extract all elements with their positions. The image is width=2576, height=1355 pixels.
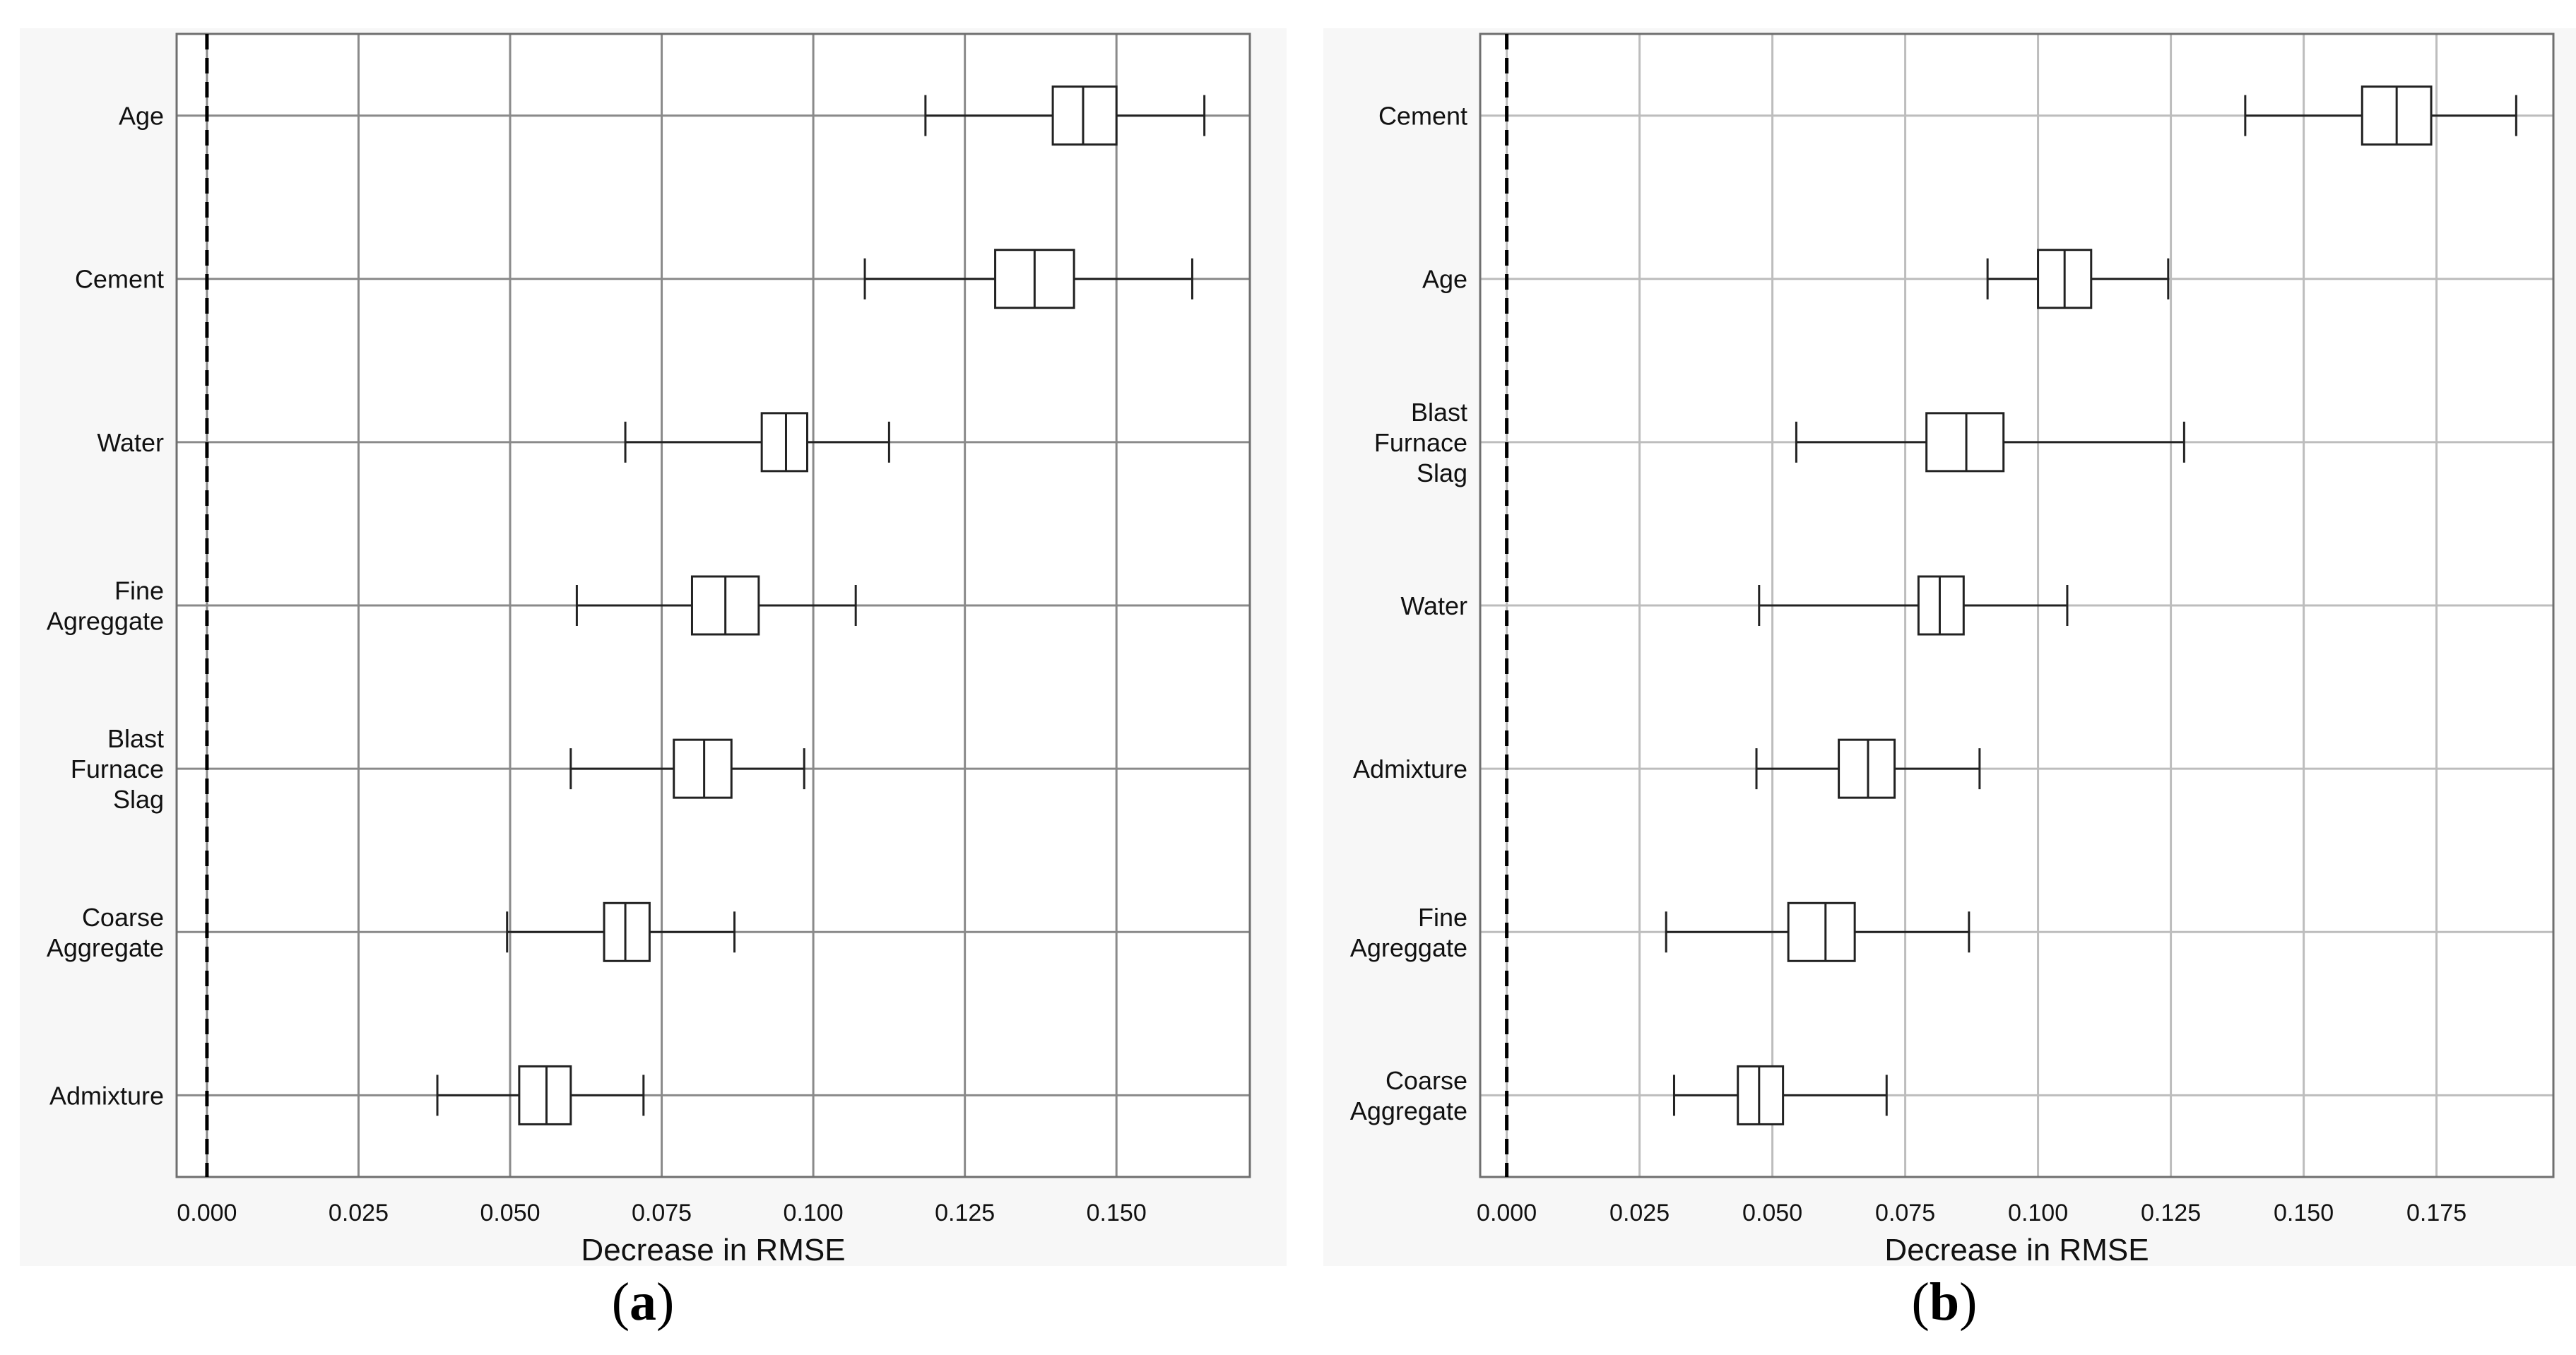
y-tick-label-line: Slag [1417,458,1467,487]
x-tick-label: 0.075 [1875,1200,1935,1226]
y-tick-label-line: Aggregate [47,933,164,962]
box-age [1986,249,2170,309]
iqr-box [673,738,733,799]
iqr-box [1917,575,1965,636]
box-coarse-aggregate [506,901,736,962]
caption-a: (a) [611,1272,675,1332]
box-cement [2244,85,2517,146]
x-tick-label: 0.125 [2141,1200,2201,1226]
y-tick-label-line: Blast [1411,398,1467,427]
x-tick-label: 0.175 [2406,1200,2466,1226]
box-blast-furnace-slag [1795,412,2185,473]
iqr-box [1787,901,1856,962]
y-tick-label-line: Admixture [1353,755,1467,783]
box-water [1758,575,2069,636]
box-fine-agreggate [575,575,857,636]
y-tick-label-line: Furnace [1374,428,1467,457]
y-tick-label: Cement [75,265,164,294]
y-tick-label: Blast Furnace Slag [1374,398,1467,487]
iqr-box [603,901,651,962]
y-tick-label: Water [1400,591,1467,620]
x-tick-label: 0.000 [1477,1200,1537,1226]
x-axis-label: Decrease in RMSE [581,1233,845,1266]
x-tick-label: 0.075 [632,1200,692,1226]
y-tick-label: Admixture [1353,755,1467,783]
y-tick-label-line: Water [1400,591,1467,620]
y-tick-label: Fine Agreggate [47,576,164,636]
caption-b: (b) [1911,1272,1978,1332]
x-axis-label: Decrease in RMSE [1884,1233,2149,1266]
box-plot-b: Cement Age Blast Furnace Slag Water Admixture F… [1350,32,2555,1266]
y-tick-label-line: Admixture [49,1081,164,1110]
caption-b-letter: b [1929,1272,1960,1332]
iqr-box [518,1065,572,1125]
box-fine-agreggate [1665,901,1971,962]
y-tick-label-line: Fine [1418,903,1467,932]
box-cement [863,249,1193,309]
y-tick-label: Coarse Aggregate [47,903,164,962]
y-tick-label-line: Fine [114,576,164,605]
x-tick-label: 0.050 [480,1200,540,1226]
iqr-box [1838,738,1896,799]
chart-panel-a: Age Cement Water Fine Agreggate Blast Furnace S… [20,28,1287,1266]
x-tick-label: 0.150 [2274,1200,2334,1226]
x-tick-label: 0.150 [1087,1200,1147,1226]
x-tick-label: 0.125 [935,1200,995,1226]
y-tick-label: Admixture [49,1081,164,1110]
iqr-box [1737,1065,1785,1125]
x-tick-label: 0.025 [329,1200,389,1226]
y-tick-label: Age [119,102,164,131]
box-age [924,85,1206,146]
y-tick-label: Coarse Aggregate [1350,1066,1467,1125]
iqr-box [1925,412,2005,473]
x-tick-label: 0.025 [1609,1200,1670,1226]
y-tick-label-line: Aggregate [1350,1096,1467,1125]
plot-frame [175,32,1251,1178]
x-tick-label: 0.050 [1742,1200,1802,1226]
y-tick-label-line: Coarse [1386,1066,1467,1095]
box-admixture [436,1065,645,1125]
y-tick-label-line: Water [97,428,164,457]
box-blast-furnace-slag [569,738,805,799]
y-tick-label-line: Age [119,102,164,131]
y-tick-label-line: Furnace [71,755,164,783]
x-tick-label: 0.000 [177,1200,237,1226]
y-tick-label-line: Age [1422,265,1467,294]
y-tick-label: Blast Furnace Slag [71,724,164,814]
y-tick-label-line: Coarse [82,903,164,932]
chart-panel-b: Cement Age Blast Furnace Slag Water Admixture F… [1323,28,2576,1266]
y-tick-label-line: Agreggate [1350,933,1467,962]
y-tick-label-line: Blast [107,724,164,753]
box-plot-a: Age Cement Water Fine Agreggate Blast Furnace S… [47,32,1251,1266]
x-tick-label: 0.100 [784,1200,844,1226]
y-tick-label-line: Agreggate [47,607,164,636]
y-tick-label-line: Cement [75,265,164,294]
plot-frame [1479,32,2555,1178]
iqr-box [1051,85,1118,146]
y-tick-label: Water [97,428,164,457]
box-coarse-aggregate [1672,1065,1888,1125]
caption-a-letter: a [630,1272,656,1332]
iqr-box [760,412,809,473]
y-tick-label: Fine Agreggate [1350,903,1467,962]
box-admixture [1755,738,1981,799]
y-tick-label: Age [1422,265,1467,294]
box-water [624,412,890,473]
x-tick-label: 0.100 [2008,1200,2068,1226]
y-tick-label: Cement [1378,102,1467,131]
y-tick-label-line: Slag [113,785,164,814]
y-tick-label-line: Cement [1378,102,1467,131]
